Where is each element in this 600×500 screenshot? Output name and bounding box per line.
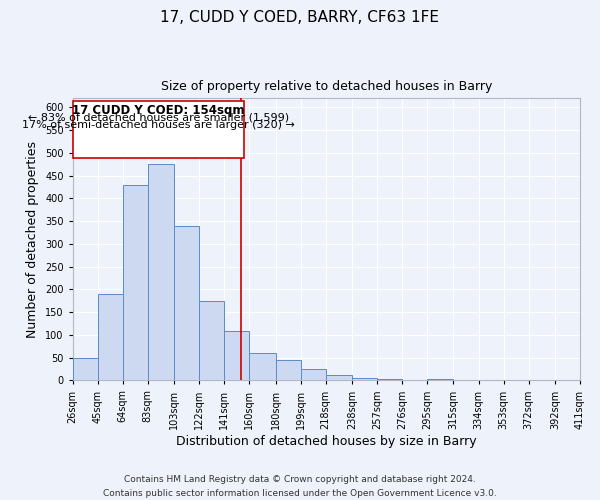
Bar [98,294,123,380]
Title: Size of property relative to detached houses in Barry: Size of property relative to detached ho… [161,80,492,93]
Bar [123,185,148,380]
Bar [199,301,224,380]
Bar [326,375,352,380]
Text: Contains HM Land Registry data © Crown copyright and database right 2024.
Contai: Contains HM Land Registry data © Crown c… [103,476,497,498]
Text: 17% of semi-detached houses are larger (320) →: 17% of semi-detached houses are larger (… [22,120,295,130]
Bar [377,379,402,380]
Bar [174,226,199,380]
Bar [73,358,98,380]
Bar [427,379,454,380]
X-axis label: Distribution of detached houses by size in Barry: Distribution of detached houses by size … [176,434,476,448]
Text: 17, CUDD Y COED, BARRY, CF63 1FE: 17, CUDD Y COED, BARRY, CF63 1FE [161,10,439,25]
Bar [249,353,275,380]
Y-axis label: Number of detached properties: Number of detached properties [26,141,40,338]
Text: ← 83% of detached houses are smaller (1,599): ← 83% of detached houses are smaller (1,… [28,112,289,122]
Bar [148,164,174,380]
Bar [352,378,377,380]
Bar [275,360,301,380]
Bar [301,369,326,380]
Bar [224,332,249,380]
Bar [73,101,244,158]
Text: 17 CUDD Y COED: 154sqm: 17 CUDD Y COED: 154sqm [73,104,245,117]
